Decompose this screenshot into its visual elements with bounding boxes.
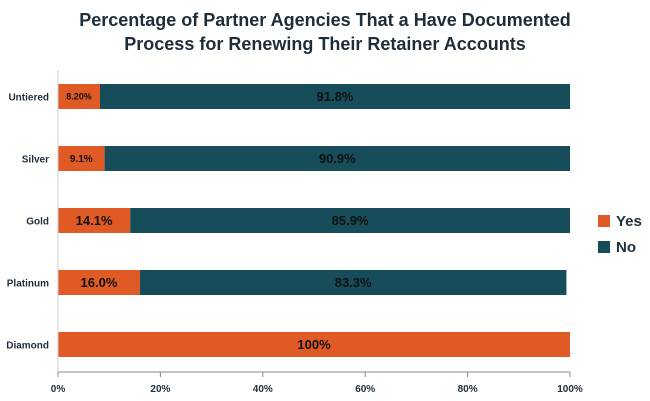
x-tick-label-3: 60% xyxy=(355,384,375,395)
data-label-platinum-no: 83.3% xyxy=(335,275,372,290)
bar-silver-no xyxy=(104,146,570,171)
legend-label-no: No xyxy=(616,238,636,256)
y-category-label-diamond: Diamond xyxy=(6,341,49,352)
y-category-label-silver: Silver xyxy=(22,155,49,166)
bar-gold-yes xyxy=(58,208,131,233)
chart-title-line-2: Process for Renewing Their Retainer Acco… xyxy=(124,34,526,54)
legend-item-no: No xyxy=(598,234,642,260)
legend-item-yes: Yes xyxy=(598,208,642,234)
data-label-untiered-no: 91.8% xyxy=(317,89,354,104)
bar-platinum-no xyxy=(139,270,567,295)
x-tick-label-1: 20% xyxy=(150,384,170,395)
bar-platinum-yes xyxy=(58,270,140,295)
chart-title: Percentage of Partner Agencies That a Ha… xyxy=(0,8,650,56)
data-label-gold-yes: 14.1% xyxy=(76,213,113,228)
data-label-diamond-yes: 100% xyxy=(297,337,331,352)
y-category-label-untiered: Untiered xyxy=(8,93,49,104)
bar-untiered-no xyxy=(99,84,570,109)
y-category-label-gold: Gold xyxy=(26,217,49,228)
y-category-label-platinum: Platinum xyxy=(7,279,49,290)
bar-untiered-yes xyxy=(58,84,100,109)
chart-legend: Yes No xyxy=(598,208,642,260)
legend-label-yes: Yes xyxy=(616,212,642,230)
data-label-silver-no: 90.9% xyxy=(319,151,356,166)
x-tick-label-2: 40% xyxy=(253,384,273,395)
x-tick-label-4: 80% xyxy=(458,384,478,395)
x-tick-label-0: 0% xyxy=(51,384,66,395)
bar-gold-no xyxy=(130,208,570,233)
legend-swatch-yes xyxy=(598,215,610,227)
data-label-silver-yes: 9.1% xyxy=(70,154,93,165)
data-label-platinum-yes: 16.0% xyxy=(81,275,118,290)
x-tick-label-5: 100% xyxy=(557,384,583,395)
chart-title-line-1: Percentage of Partner Agencies That a Ha… xyxy=(79,10,571,30)
bar-silver-yes xyxy=(58,146,105,171)
legend-swatch-no xyxy=(598,241,610,253)
data-label-untiered-yes: 8.20% xyxy=(66,92,92,102)
bar-diamond-yes xyxy=(58,332,570,357)
data-label-gold-no: 85.9% xyxy=(332,213,369,228)
